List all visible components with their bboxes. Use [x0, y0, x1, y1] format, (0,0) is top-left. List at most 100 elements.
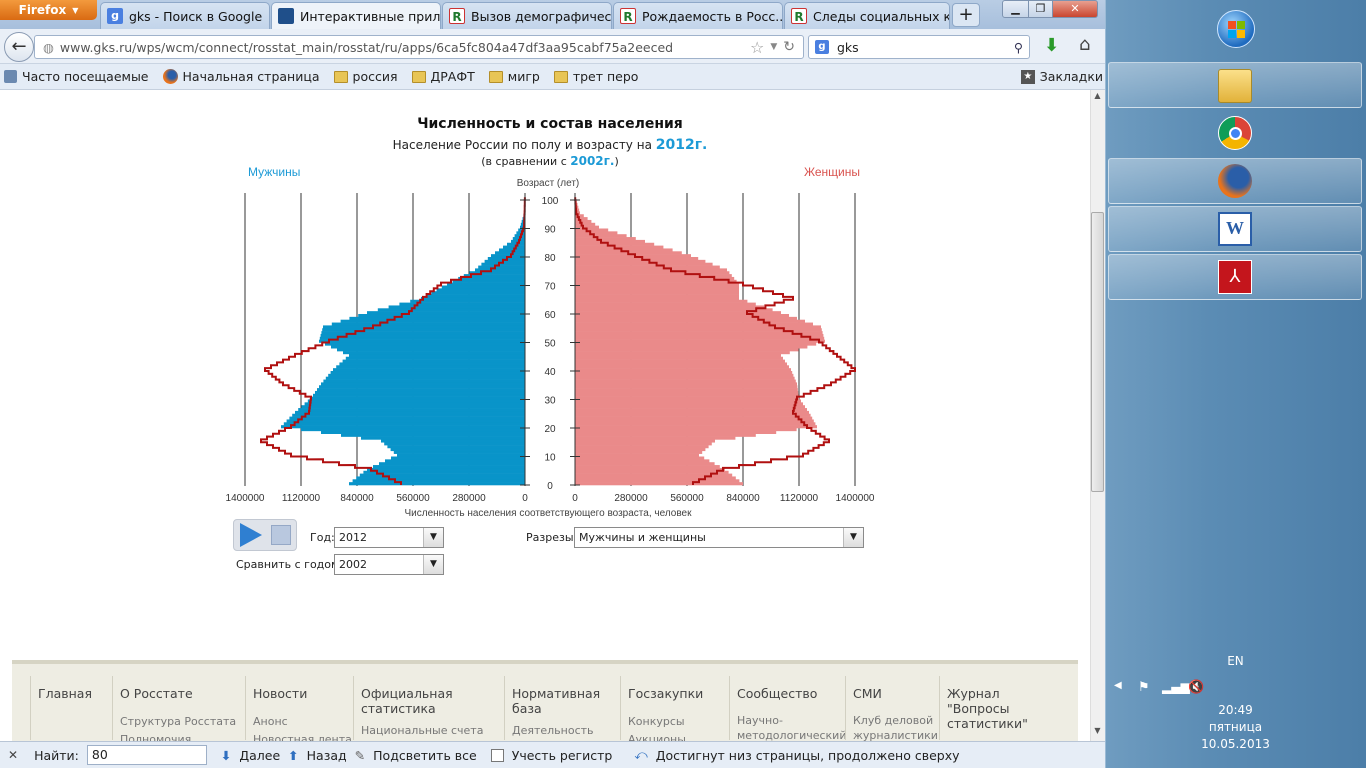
female-bar	[575, 465, 720, 469]
chrome-icon[interactable]	[1218, 116, 1252, 150]
back-button[interactable]: ←	[4, 32, 34, 62]
match-case-checkbox[interactable]	[490, 748, 504, 762]
tab-label: Следы социальных к...	[813, 8, 950, 24]
download-icon[interactable]: ⬇	[1044, 35, 1060, 56]
age-tick-label: 90	[544, 225, 556, 236]
female-bar	[575, 245, 664, 249]
flag-icon[interactable]: ⚑	[1138, 680, 1150, 695]
home-icon[interactable]: ⌂	[1079, 34, 1091, 55]
find-next-button[interactable]: Далее	[239, 747, 281, 763]
footer-link[interactable]: Официальная статистика	[361, 686, 453, 716]
male-bar	[342, 359, 525, 363]
bookmark-folder-migr[interactable]: мигр	[488, 69, 540, 84]
highlight-all-button[interactable]: Подсветить все	[373, 747, 477, 763]
dropdown-icon[interactable]: ▼	[770, 42, 778, 52]
url-bar[interactable]: ◍ www.gks.ru/wps/wcm/connect/rosstat_mai…	[34, 35, 804, 59]
tab-social[interactable]: R Следы социальных к...	[784, 2, 950, 29]
arrow-up-icon[interactable]: ⬆	[288, 747, 299, 763]
tab-google[interactable]: g gks - Поиск в Google	[100, 2, 270, 29]
scroll-down-arrow[interactable]: ▼	[1094, 726, 1101, 735]
female-bar	[575, 345, 808, 349]
slices-select[interactable]: Мужчины и женщины ▼	[574, 527, 864, 548]
male-bar	[495, 251, 525, 255]
bookmark-star-icon[interactable]: ☆	[750, 37, 765, 57]
female-bar	[575, 422, 816, 426]
find-input[interactable]: 80	[86, 745, 207, 765]
bookmark-label: ДРАФТ	[430, 69, 475, 84]
scroll-up-arrow[interactable]: ▲	[1094, 91, 1101, 100]
page-content	[0, 90, 1090, 741]
play-icon[interactable]	[240, 523, 262, 547]
footer-link[interactable]: О Росстате	[120, 686, 193, 701]
chart-compare-subtitle: (в сравнении с 2002г.)	[0, 154, 1100, 168]
tab-rosstat[interactable]: Интерактивные прил... ✕	[271, 2, 441, 29]
year-select[interactable]: 2012 ▼	[334, 527, 444, 548]
footer-sublink[interactable]: Конкурсы	[628, 715, 685, 728]
close-window-button[interactable]: ✕	[1052, 0, 1098, 18]
network-icon[interactable]: ▂▄▆	[1162, 680, 1190, 694]
male-bar	[345, 356, 525, 360]
new-tab-button[interactable]: +	[952, 3, 980, 27]
search-input[interactable]: gks	[837, 39, 859, 55]
male-bar	[321, 430, 525, 434]
bookmark-folder-tret[interactable]: трет перо	[553, 69, 638, 84]
footer-link[interactable]: Нормативная база	[512, 686, 601, 716]
match-case-label[interactable]: Учесть регистр	[511, 747, 613, 763]
compare-year-select[interactable]: 2002 ▼	[334, 554, 444, 575]
footer-link[interactable]: СМИ	[853, 686, 882, 701]
male-bar	[388, 305, 525, 309]
footer-sublink[interactable]: Научно-методологический	[737, 714, 847, 742]
bookmark-home[interactable]: Начальная страница	[162, 69, 320, 84]
footer-link[interactable]: Журнал "Вопросы статистики"	[947, 686, 1028, 731]
magnifier-icon[interactable]: ⚲	[1013, 39, 1023, 55]
footer-sublink[interactable]: Структура Росстата	[120, 715, 237, 728]
footer-link[interactable]: Главная	[38, 686, 92, 701]
tab-demography[interactable]: R Вызов демографичес...	[442, 2, 612, 29]
find-prev-button[interactable]: Назад	[306, 747, 347, 763]
male-bar	[343, 351, 525, 355]
show-hidden-icons[interactable]: ◀	[1114, 680, 1122, 691]
bookmark-folder-draft[interactable]: ДРАФТ	[411, 69, 475, 84]
search-bar[interactable]: g gks ⚲	[808, 35, 1030, 59]
men-label: Мужчины	[248, 165, 300, 179]
footer-col-home[interactable]: Главная	[38, 686, 108, 701]
female-bar	[575, 222, 596, 226]
footer-sublink[interactable]: Деятельность	[512, 724, 594, 737]
footer-sublink[interactable]: Клуб деловой журналистики	[853, 714, 938, 742]
language-indicator[interactable]: EN	[1227, 654, 1244, 668]
male-bar	[356, 476, 525, 480]
rosstat-favicon-icon	[278, 8, 294, 24]
volume-muted-icon[interactable]: 🔇	[1188, 680, 1205, 695]
firefox-menu-button[interactable]: Firefox ▼	[0, 0, 97, 20]
male-bar	[323, 379, 525, 383]
bookmarks-menu[interactable]: ★ Закладки	[1020, 69, 1103, 84]
google-search-icon[interactable]: g	[815, 40, 829, 54]
year-label: Год:	[310, 531, 335, 544]
female-bar	[575, 328, 822, 332]
scrollbar-thumb[interactable]	[1091, 212, 1104, 492]
start-button[interactable]	[1217, 10, 1255, 48]
year-select-value: 2012	[339, 531, 367, 544]
male-bar	[286, 419, 525, 423]
highlighter-icon: ✎	[354, 747, 366, 763]
age-tick-label: 0	[547, 481, 553, 492]
arrow-down-icon[interactable]: ⬇	[220, 747, 232, 763]
footer-sublink[interactable]: Национальные счета	[361, 724, 484, 737]
female-bar	[575, 396, 799, 400]
close-icon[interactable]: ✕	[8, 748, 19, 762]
footer-link[interactable]: Госзакупки	[628, 686, 704, 701]
tab-fertility[interactable]: R Рождаемость в Росс...	[613, 2, 783, 29]
male-bar	[384, 442, 525, 446]
bookmark-frequent[interactable]: Часто посещаемые	[4, 69, 149, 84]
female-bar	[575, 408, 807, 412]
footer-sublink[interactable]: Анонс	[253, 715, 288, 728]
bookmark-folder-russia[interactable]: россия	[333, 69, 398, 84]
stop-icon[interactable]	[271, 525, 291, 545]
footer-link[interactable]: Сообщество	[737, 686, 818, 701]
male-bar	[283, 422, 525, 426]
footer-link[interactable]: Новости	[253, 686, 308, 701]
female-bar	[575, 299, 748, 303]
system-clock[interactable]: 20:49 пятница 10.05.2013	[1105, 702, 1366, 753]
reload-icon[interactable]: ↻	[783, 39, 795, 55]
male-bar	[520, 225, 525, 229]
